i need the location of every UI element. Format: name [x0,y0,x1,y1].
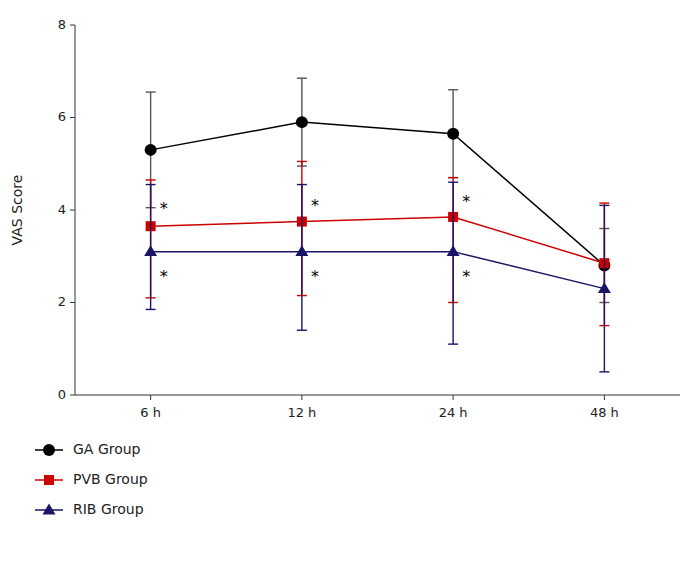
plot-area [144,78,611,372]
error-bar [297,78,307,166]
error-cap [448,177,458,178]
x-tick [150,395,151,400]
y-tick-label: 8 [58,17,66,32]
annotation: * [462,192,470,211]
y-tick [70,395,75,396]
series [145,78,611,302]
x-tick [604,395,605,400]
annotation: * [311,196,319,215]
x-tick [453,395,454,400]
error-bar [448,182,458,344]
x-tick-label: 6 h [140,405,161,420]
legend-item: GA Group [35,441,141,457]
error-cap [448,89,458,90]
point [295,245,308,256]
error-stem [452,182,453,344]
legend-label: PVB Group [73,471,148,487]
error-cap [146,309,156,310]
annotation: * [311,267,319,286]
x-tick-label: 24 h [439,405,468,420]
error-cap [599,371,609,372]
y-tick [70,117,75,118]
error-cap [297,77,307,78]
y-tick-label: 4 [58,202,66,217]
series-line [151,252,605,289]
error-cap [599,205,609,206]
y-tick-label: 6 [58,109,66,124]
error-cap [448,343,458,344]
legend-label: RIB Group [73,501,144,517]
series [144,182,611,372]
error-cap [448,182,458,183]
point [145,144,157,156]
series-line [151,217,605,263]
error-cap [448,177,458,178]
y-tick-label: 2 [58,294,66,309]
error-cap [146,91,156,92]
error-cap [297,184,307,185]
error-cap [146,184,156,185]
error-bar [448,90,458,178]
error-cap [146,179,156,180]
point [447,128,459,140]
legend-item: RIB Group [35,501,144,517]
error-bar [297,185,307,331]
chart: 0 2 4 6 8 6 h 12 h 24 h 48 h VAS Score * * * * * * GA Gr… [0,0,700,565]
point [296,116,308,128]
point [598,282,611,293]
x-tick-label: 12 h [287,405,316,420]
y-tick [70,25,75,26]
error-cap [599,202,609,203]
annotation: * [462,267,470,286]
x-tick-label: 48 h [590,405,619,420]
y-tick [70,210,75,211]
x-axis [75,395,680,396]
legend-marker [44,475,54,485]
legend-marker [43,444,55,456]
legend: GA Group PVB Group RIB Group [35,441,148,517]
point [144,245,157,256]
annotation: * [160,199,168,218]
y-tick [70,302,75,303]
annotation: * [160,267,168,286]
error-stem [301,185,302,331]
series-line [151,122,605,265]
legend-label: GA Group [73,441,141,457]
y-axis-label: VAS Score [9,175,25,246]
legend-item: PVB Group [35,471,148,487]
point [447,245,460,256]
error-cap [297,161,307,162]
y-tick-label: 0 [58,387,66,402]
x-tick [301,395,302,400]
error-cap [297,330,307,331]
series [146,161,610,325]
legend-marker [43,504,56,515]
